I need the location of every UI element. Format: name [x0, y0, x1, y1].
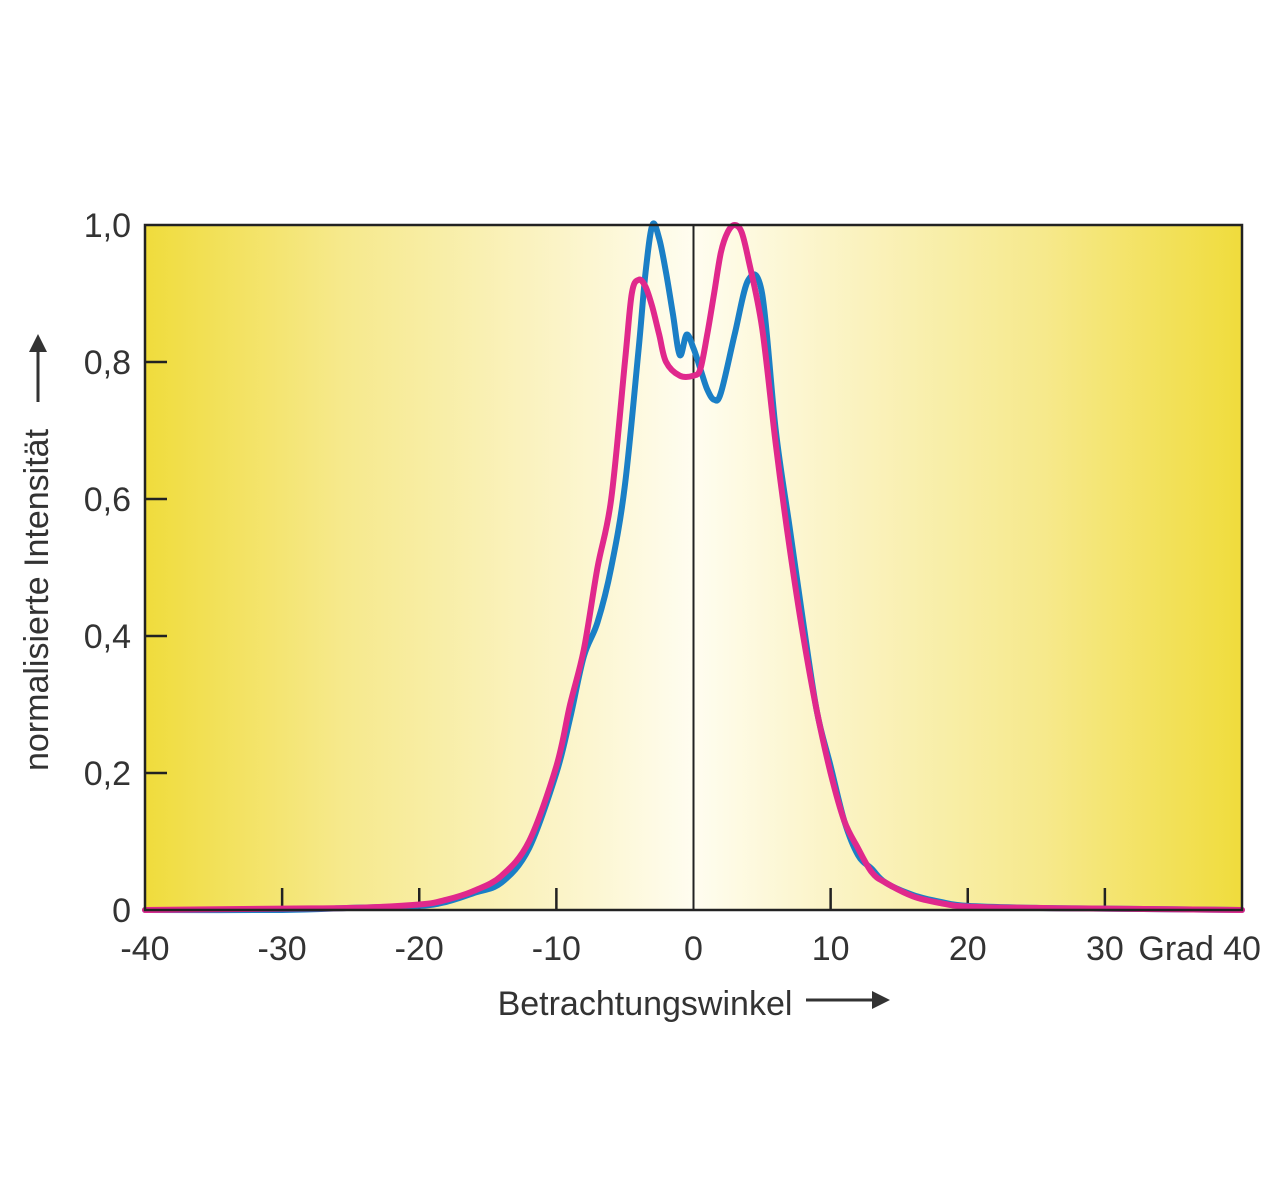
x-axis-title: Betrachtungswinkel — [498, 985, 793, 1023]
series-line-2 — [142, 222, 1245, 913]
x-tick-label: 20 — [949, 930, 987, 968]
x-tick-label: -10 — [532, 930, 581, 968]
y-axis-title: normalisierte Intensität — [18, 428, 56, 771]
y-axis-arrowhead-icon — [29, 334, 47, 352]
plot-frame — [143, 223, 1244, 912]
series-lines — [142, 220, 1245, 914]
x-tick-label: 0 — [684, 930, 703, 968]
y-tick-label: 0,6 — [84, 481, 131, 519]
x-tick-label: -30 — [258, 930, 307, 968]
x-tick-label: 30 — [1086, 930, 1124, 968]
y-tick-label: 1,0 — [84, 207, 131, 245]
y-tick-label: 0,8 — [84, 344, 131, 382]
y-tick-label: 0 — [112, 892, 131, 930]
x-axis-arrowhead-icon — [872, 991, 890, 1009]
x-tick-label: 10 — [812, 930, 850, 968]
x-tick-label: -20 — [395, 930, 444, 968]
y-tick-label: 0,4 — [84, 618, 131, 656]
x-tick-label: -40 — [120, 930, 169, 968]
x-unit-label: Grad — [1138, 930, 1214, 968]
y-tick-label: 0,2 — [84, 755, 131, 793]
x-tick-label: 40 — [1223, 930, 1261, 968]
